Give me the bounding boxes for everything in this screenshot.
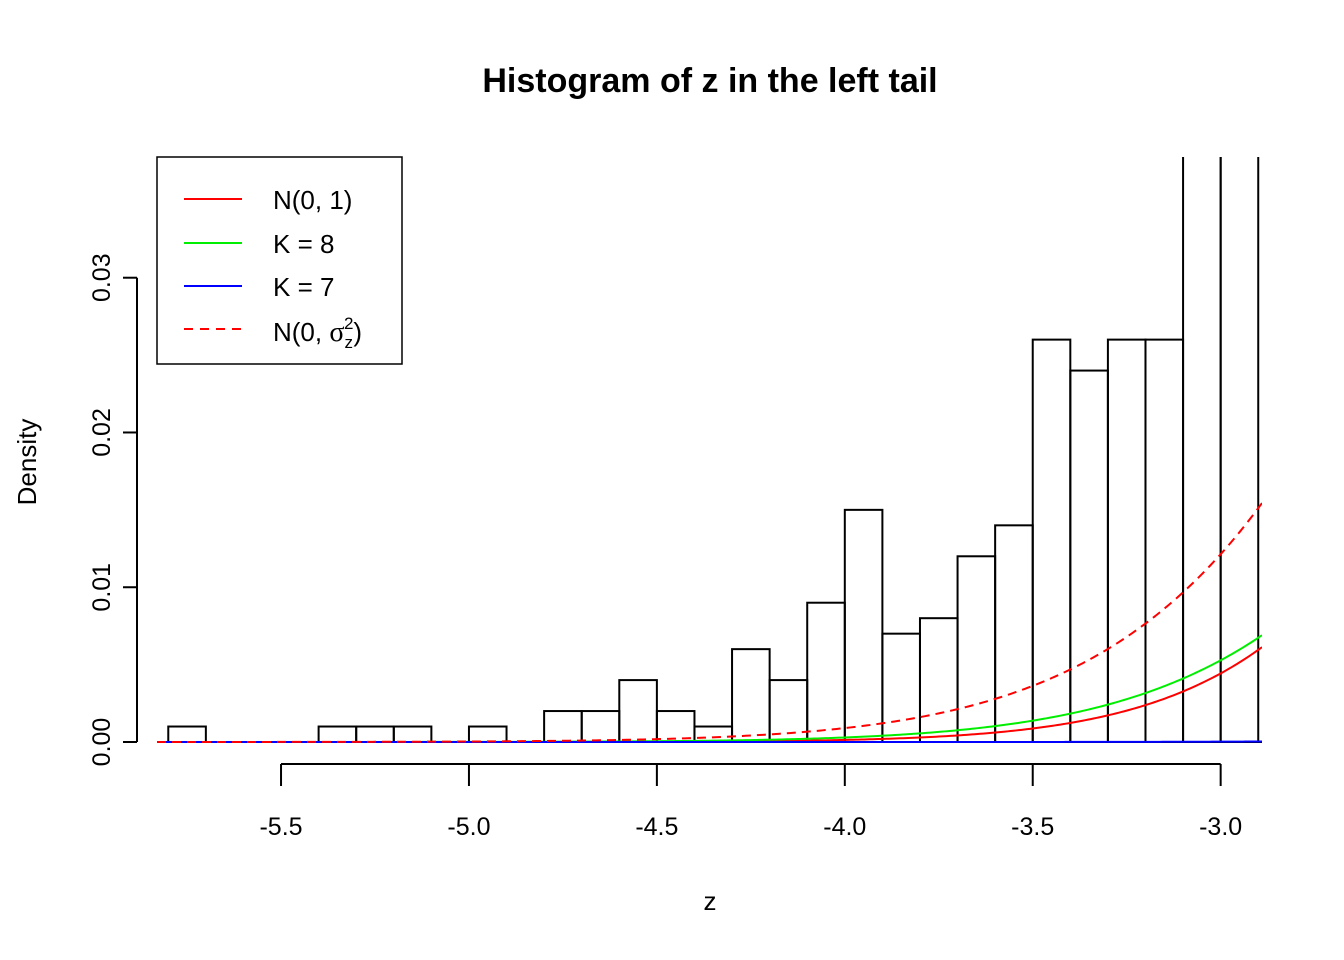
legend: N(0, 1) K = 8 K = 7 N(0, σz2) — [156, 156, 403, 365]
histogram-bar — [994, 524, 1034, 743]
legend-label: N(0, σz2) — [273, 314, 362, 352]
histogram-bar — [881, 632, 921, 744]
histogram-bar — [1069, 369, 1109, 743]
x-tick-label: -3.5 — [1011, 813, 1054, 841]
histogram-bar — [392, 725, 433, 743]
density-curve-0 — [157, 646, 1262, 743]
histogram-bar — [355, 725, 395, 743]
histogram-bar — [1031, 338, 1072, 743]
histogram-bar — [467, 725, 508, 743]
y-axis: 0.00 0.01 0.02 0.03 — [88, 253, 138, 767]
histogram-bar — [731, 648, 771, 744]
y-axis-label: Density — [12, 419, 42, 506]
histogram-bar — [918, 617, 959, 744]
y-tick-label: 0.02 — [88, 408, 116, 457]
x-tick-label: -3.0 — [1199, 813, 1242, 841]
histogram-bar — [1219, 157, 1260, 743]
histogram-bar — [167, 725, 207, 743]
histogram-bar — [543, 710, 583, 743]
histogram-bar — [806, 601, 846, 744]
histogram-bar — [956, 555, 997, 743]
histogram-bars — [157, 157, 1262, 744]
legend-label: K = 8 — [273, 229, 334, 259]
x-tick-label: -4.5 — [635, 813, 678, 841]
legend-label: K = 7 — [273, 272, 334, 302]
x-tick-label: -4.0 — [823, 813, 866, 841]
histogram-bar — [1182, 157, 1222, 743]
y-tick-label: 0.00 — [88, 718, 116, 767]
y-tick-label: 0.03 — [88, 253, 116, 302]
legend-label: N(0, 1) — [273, 185, 352, 215]
x-axis: -5.5 -5.0 -4.5 -4.0 -3.5 -3.0 — [259, 763, 1242, 841]
y-tick-label: 0.01 — [88, 563, 116, 612]
x-tick-label: -5.5 — [259, 813, 302, 841]
histogram-bar — [1106, 338, 1147, 743]
density-curve-3 — [157, 502, 1262, 743]
histogram-bar — [317, 725, 358, 743]
chart-title: Histogram of z in the left tail — [482, 62, 937, 100]
density-curves — [157, 502, 1262, 743]
histogram-bar — [580, 710, 621, 743]
x-axis-label: z — [704, 886, 717, 916]
x-tick-label: -5.0 — [447, 813, 490, 841]
histogram-bar — [843, 508, 884, 743]
histogram-bar — [618, 679, 658, 743]
legend-box — [156, 156, 403, 365]
